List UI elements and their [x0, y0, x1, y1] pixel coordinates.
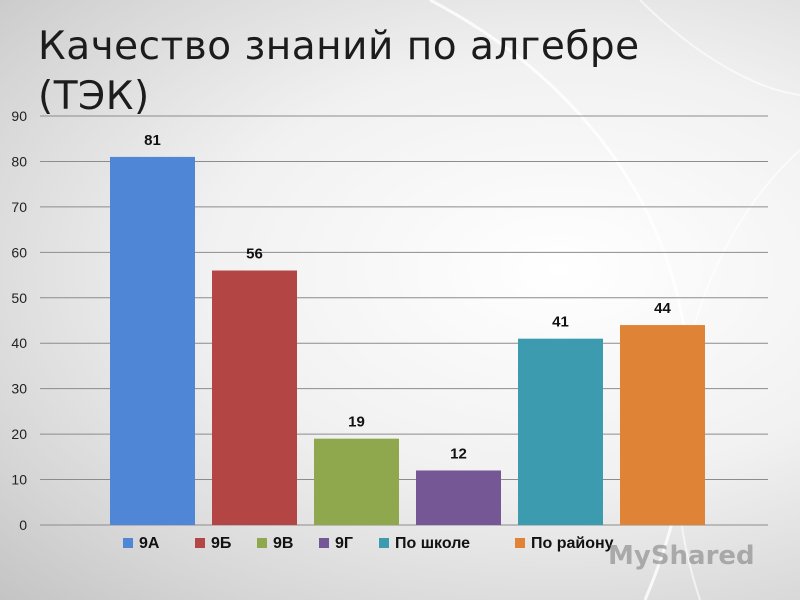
legend-label: 9А: [139, 535, 160, 552]
data-label: 19: [348, 414, 365, 431]
data-label: 41: [552, 314, 569, 331]
legend-swatch: [515, 538, 525, 548]
legend-label: 9В: [273, 535, 293, 552]
legend-label: 9Б: [211, 535, 231, 552]
y-tick-label: 60: [11, 244, 27, 260]
data-label: 12: [450, 445, 467, 462]
legend-label: По району: [531, 535, 614, 552]
y-tick-label: 10: [11, 472, 27, 488]
legend-swatch: [379, 538, 389, 548]
legend-swatch: [195, 538, 205, 548]
legend-label: По школе: [395, 535, 470, 552]
bar: [518, 338, 603, 525]
legend-label: 9Г: [335, 535, 353, 552]
bar: [620, 325, 705, 525]
watermark-text: MyShared: [608, 541, 755, 571]
y-tick-label: 90: [11, 108, 27, 124]
bar: [314, 438, 399, 525]
legend-swatch: [123, 538, 133, 548]
data-label: 44: [654, 300, 671, 317]
y-tick-label: 50: [11, 290, 27, 306]
legend-swatch: [319, 538, 329, 548]
y-tick-label: 40: [11, 335, 27, 351]
y-tick-label: 20: [11, 426, 27, 442]
y-tick-label: 30: [11, 381, 27, 397]
bar: [212, 270, 297, 525]
bar: [110, 156, 195, 525]
y-tick-label: 70: [11, 199, 27, 215]
data-label: 56: [246, 246, 263, 263]
bar: [416, 470, 501, 525]
chart-title: Качество знаний по алгебре (ТЭК): [38, 24, 640, 119]
y-tick-label: 0: [19, 517, 27, 533]
data-label: 81: [144, 132, 161, 149]
y-tick-label: 80: [11, 153, 27, 169]
legend-swatch: [257, 538, 267, 548]
